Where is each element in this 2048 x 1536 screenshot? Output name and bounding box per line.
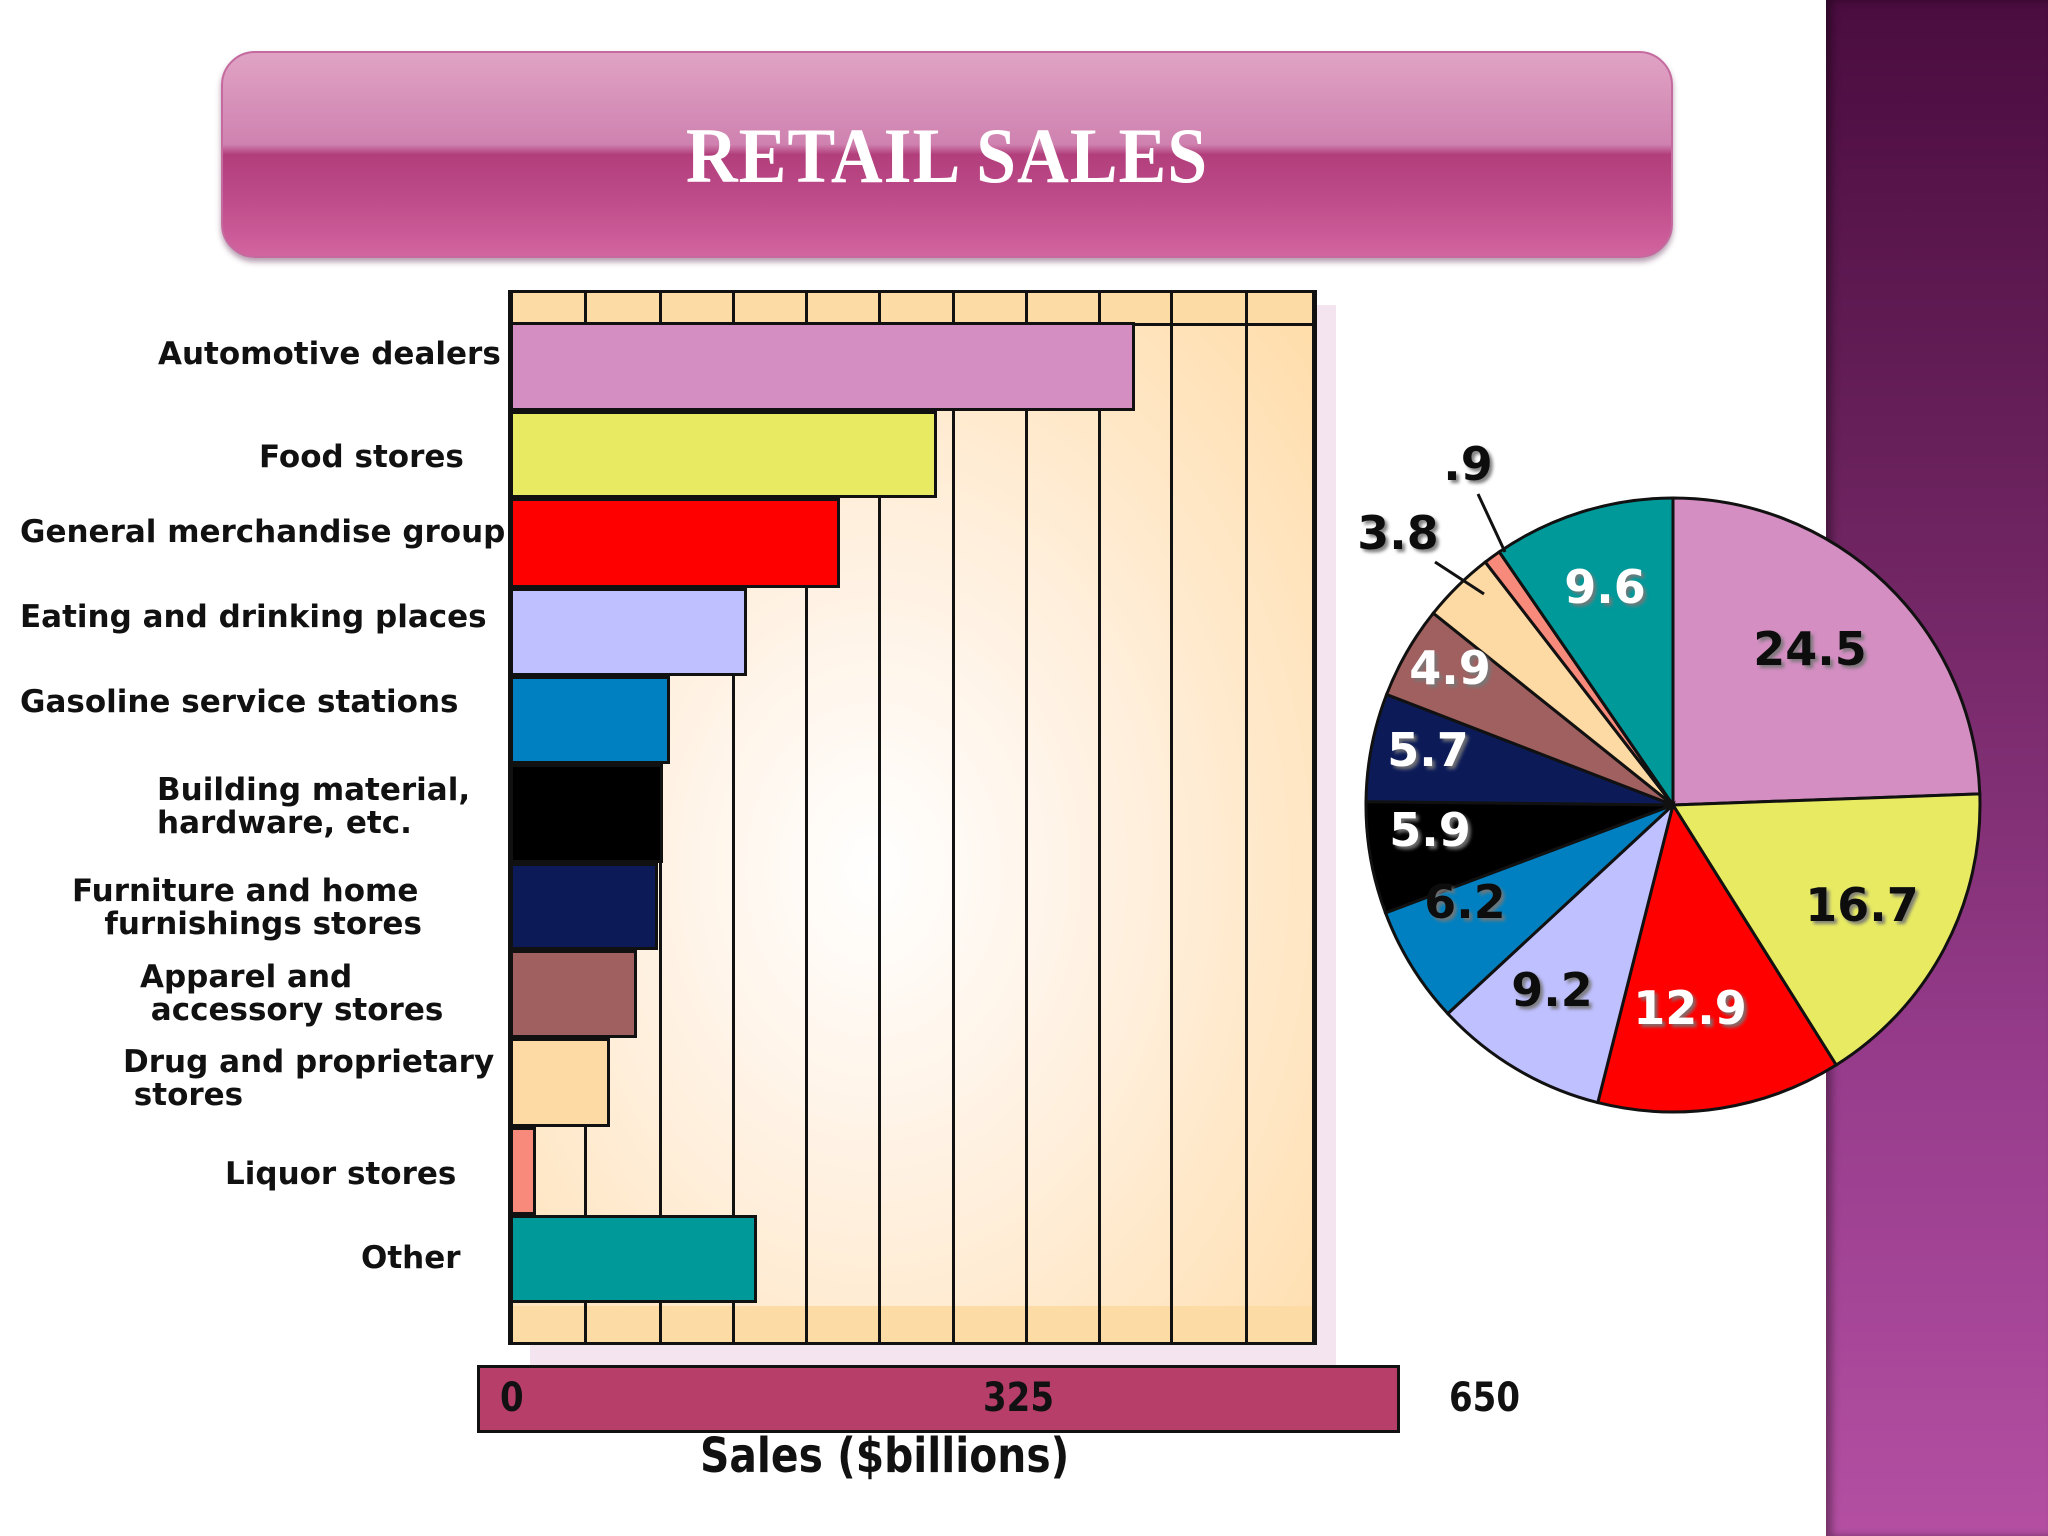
gridline — [878, 293, 881, 1342]
x-tick-0: 0 — [500, 1375, 524, 1421]
x-axis-band — [477, 1365, 1400, 1433]
pie-slice — [1383, 803, 1675, 1016]
bar-furniture-and-home-furnishings-stores — [513, 863, 658, 950]
gridline — [952, 293, 955, 1342]
gridline — [1170, 293, 1173, 1342]
pie-slice-label: 3.8 — [1357, 506, 1439, 560]
category-label: Furniture and home furnishings stores — [72, 873, 422, 942]
category-label: Eating and drinking places — [20, 599, 487, 635]
gridline — [1098, 293, 1101, 1342]
pie-slice-label: 12.9 — [1633, 981, 1747, 1035]
category-label: Food stores — [259, 439, 464, 475]
category-label: Building material, hardware, etc. — [157, 772, 471, 841]
pie-slice — [1497, 496, 1675, 810]
bar-gasoline-service-stations — [513, 676, 670, 764]
bar-apparel-and-accessory-stores — [513, 950, 637, 1038]
x-tick-325: 325 — [983, 1375, 1054, 1421]
pie-slice — [1364, 800, 1674, 915]
bar-chart-plot-area — [508, 290, 1317, 1345]
bar-drug-and-proprietary-stores — [513, 1038, 610, 1127]
pie-slice-label: 5.9 — [1389, 803, 1471, 857]
gridline — [805, 293, 808, 1342]
category-label: Other — [361, 1240, 461, 1276]
gridline — [732, 293, 735, 1342]
pie-slice-label: 9.6 — [1564, 560, 1646, 614]
pie-slice — [1483, 549, 1675, 806]
bar-eating-and-drinking-places — [513, 588, 747, 676]
title-banner: RETAIL SALES — [221, 51, 1673, 258]
pie-slice-label: 5.7 — [1387, 723, 1469, 777]
plot-bottom-strip — [513, 1306, 1314, 1342]
bar-building-material-hardware-etc — [513, 764, 663, 863]
pie-slice-label: 4.9 — [1409, 641, 1491, 695]
pie-slice — [1364, 692, 1674, 807]
pie-slice-label: .9 — [1443, 437, 1492, 491]
category-label: Automotive dealers — [158, 336, 501, 372]
pie-slice — [1384, 611, 1674, 807]
decorative-side-band — [1826, 0, 2048, 1536]
leader-line-liquor — [1476, 493, 1507, 553]
pie-slice — [1595, 801, 1839, 1114]
category-label: Gasoline service stations — [20, 684, 459, 720]
x-axis-title: Sales ($billions) — [700, 1428, 1070, 1484]
bar-general-merchandise-group — [513, 498, 840, 588]
pie-slice — [1431, 559, 1675, 807]
pie-slice-label: 6.2 — [1424, 875, 1506, 929]
pie-slice-label: 9.2 — [1511, 963, 1593, 1017]
category-label: Liquor stores — [225, 1156, 457, 1192]
category-label: Drug and proprietary stores — [123, 1044, 495, 1113]
bar-automotive-dealers — [513, 322, 1135, 411]
pie-slice — [1445, 800, 1676, 1105]
gridline — [1312, 293, 1315, 1342]
page-title: RETAIL SALES — [685, 112, 1209, 199]
leader-line-drug — [1434, 560, 1485, 596]
bar-other — [513, 1215, 757, 1303]
bar-food-stores — [513, 411, 937, 498]
category-label: Apparel and accessory stores — [140, 959, 444, 1028]
gridline — [1245, 293, 1248, 1342]
x-tick-650: 650 — [1449, 1375, 1520, 1421]
gridline — [1025, 293, 1028, 1342]
bar-liquor-stores — [513, 1127, 536, 1215]
category-label: General merchandise group — [20, 514, 506, 550]
